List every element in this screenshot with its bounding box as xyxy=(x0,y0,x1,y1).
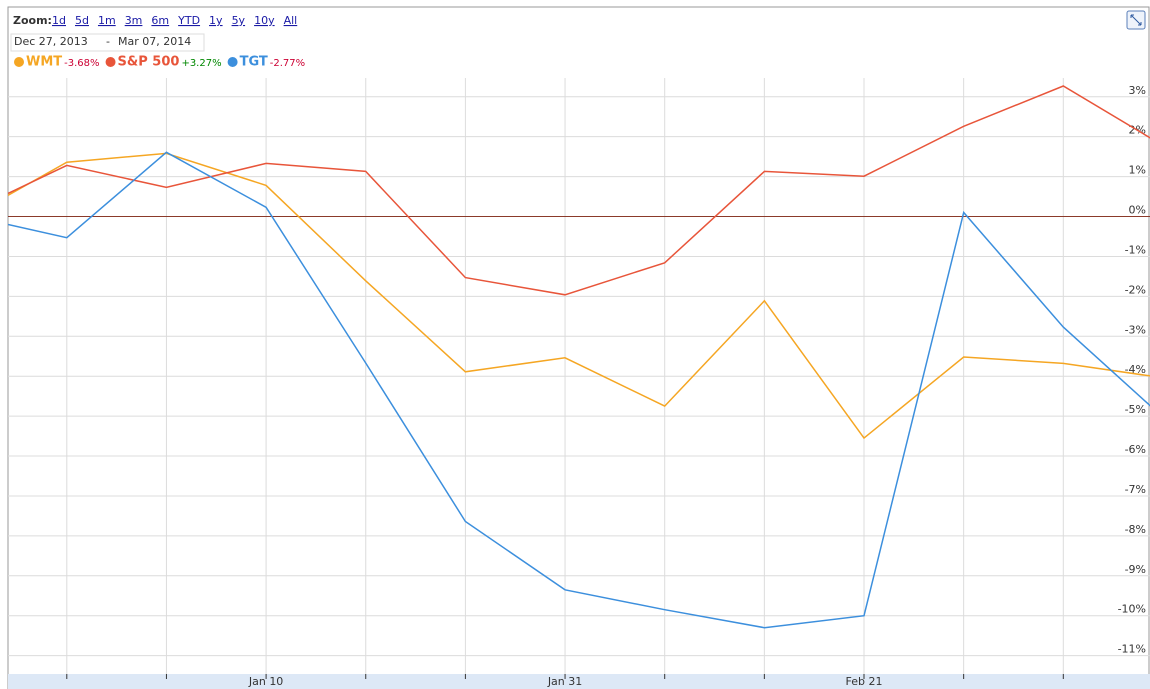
y-tick-label: -1% xyxy=(1125,243,1146,256)
y-tick-label: -11% xyxy=(1118,643,1146,656)
zoom-link[interactable]: 6m xyxy=(151,14,169,27)
frame xyxy=(7,6,1150,689)
collapse-icon-glyph xyxy=(1130,14,1142,26)
y-tick-label: 0% xyxy=(1129,204,1146,217)
x-tick-label: Jan 10 xyxy=(248,675,283,688)
y-tick-label: -3% xyxy=(1125,323,1146,336)
y-tick-label: -7% xyxy=(1125,483,1146,496)
y-tick-label: -8% xyxy=(1125,523,1146,536)
series-line xyxy=(8,85,1150,296)
zoom-link[interactable]: 1y xyxy=(209,14,223,27)
zoom-link[interactable]: 10y xyxy=(254,14,275,27)
zoom-label: Zoom: xyxy=(13,14,52,27)
legend-dot xyxy=(14,57,24,67)
legend-change: +3.27% xyxy=(181,58,221,69)
date-separator: - xyxy=(106,35,110,48)
y-tick-label: 3% xyxy=(1129,84,1146,97)
zoom-link[interactable]: All xyxy=(284,14,298,27)
y-tick-label: -10% xyxy=(1118,603,1146,616)
y-tick-label: -9% xyxy=(1125,563,1146,576)
zoom-link[interactable]: 5d xyxy=(75,14,89,27)
series-line xyxy=(8,151,1150,629)
x-tick-label: Feb 21 xyxy=(846,675,883,688)
zoom-link[interactable]: 1m xyxy=(98,14,116,27)
y-tick-label: -2% xyxy=(1125,283,1146,296)
legend-name: S&P 500 xyxy=(118,55,180,70)
y-tick-label: 1% xyxy=(1129,164,1146,177)
y-tick-label: -6% xyxy=(1125,443,1146,456)
x-tick-label: Jan 31 xyxy=(547,675,582,688)
zoom-link[interactable]: 3m xyxy=(125,14,143,27)
y-tick-label: -5% xyxy=(1125,403,1146,416)
legend-dot xyxy=(227,57,238,67)
zoom-link[interactable]: YTD xyxy=(177,14,200,27)
series-line xyxy=(8,152,1150,440)
plot-lines xyxy=(8,85,1150,629)
zoom-link[interactable]: 5y xyxy=(232,14,246,27)
legend-name: WMT xyxy=(26,55,62,70)
legend-dot xyxy=(105,57,116,67)
date-to: Mar 07, 2014 xyxy=(118,35,191,48)
legend-change: -2.77% xyxy=(270,58,305,69)
date-from: Dec 27, 2013 xyxy=(14,35,88,48)
legend-name: TGT xyxy=(240,55,268,70)
legend-change: -3.68% xyxy=(64,58,99,69)
zoom-link[interactable]: 1d xyxy=(52,14,66,27)
date-range-box xyxy=(10,33,205,52)
